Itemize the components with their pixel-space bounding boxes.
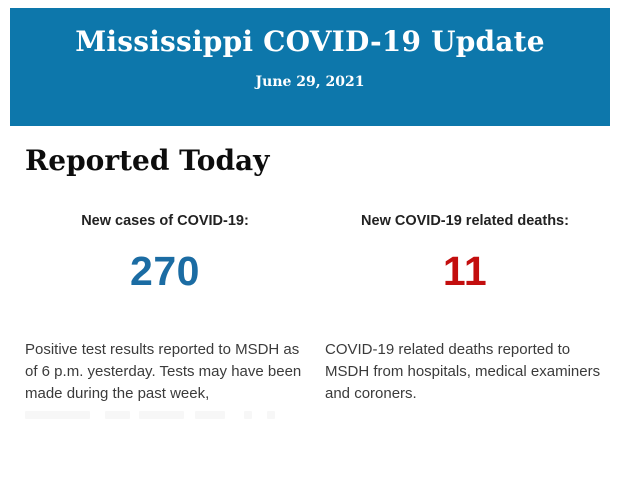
newsletter-title: Mississippi COVID-19 Update — [75, 25, 545, 58]
stat-value-new-deaths: 11 — [442, 247, 488, 294]
faded-text-remnant — [25, 411, 305, 419]
stat-new-deaths: New COVID-19 related deaths: 11 COVID-19… — [325, 213, 605, 419]
newsletter-date: June 29, 2021 — [255, 74, 365, 90]
stat-label-new-cases: New cases of COVID-19: — [81, 213, 249, 230]
stat-description-new-deaths: COVID-19 related deaths reported to MSDH… — [325, 341, 601, 402]
newsletter-body: Reported Today New cases of COVID-19: 27… — [10, 126, 610, 419]
stats-columns: New cases of COVID-19: 270 Positive test… — [25, 213, 610, 419]
section-title: Reported Today — [25, 144, 270, 177]
stat-value-new-cases: 270 — [130, 247, 200, 294]
stat-description-new-cases: Positive test results reported to MSDH a… — [25, 341, 302, 402]
newsletter-banner: Mississippi COVID-19 Update June 29, 202… — [10, 8, 610, 126]
stat-label-new-deaths: New COVID-19 related deaths: — [361, 213, 569, 230]
stat-new-cases: New cases of COVID-19: 270 Positive test… — [25, 213, 305, 419]
